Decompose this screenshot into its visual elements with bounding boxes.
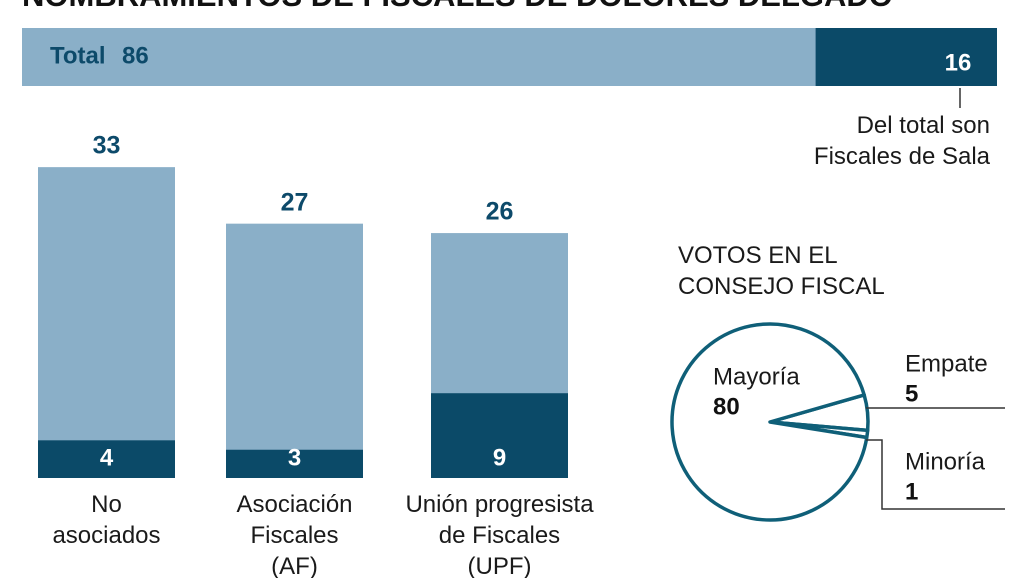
segment-bar xyxy=(38,440,175,478)
value-label: 3 xyxy=(288,444,301,471)
pie-slice xyxy=(670,322,869,522)
leader-line xyxy=(866,439,1005,510)
slice-label: Empate xyxy=(905,350,988,377)
annotation: Del total son Fiscales de Sala xyxy=(813,112,990,170)
bar xyxy=(38,167,175,478)
category-label: Unión progresista de Fiscales (UPF) xyxy=(405,491,594,578)
total-label: Total xyxy=(50,42,106,69)
slice-value: 80 xyxy=(713,393,740,420)
total-value: 86 xyxy=(122,42,149,69)
slice-label: Minoría xyxy=(905,448,986,475)
chart-title: NOMBRAMIENTOS DE FISCALES DE DOLORES DEL… xyxy=(22,0,893,13)
pie-title: VOTOS EN EL CONSEJO FISCAL xyxy=(678,242,885,300)
highlight-bar xyxy=(815,28,997,86)
segment-bar xyxy=(431,393,568,478)
value-label: 27 xyxy=(281,188,309,216)
value-label: 33 xyxy=(93,132,121,160)
slice-value: 5 xyxy=(905,380,918,407)
category-label: No asociados xyxy=(52,491,161,549)
value-label: 9 xyxy=(493,444,506,471)
slice-value: 1 xyxy=(905,478,918,505)
bar xyxy=(226,223,363,478)
value-label: 4 xyxy=(100,444,114,471)
slice-label: Mayoría xyxy=(713,363,800,390)
category-label: Asociación Fiscales (AF) xyxy=(236,491,353,578)
segment-bar xyxy=(226,449,363,478)
value-label: 26 xyxy=(486,198,514,226)
highlight-value: 16 xyxy=(945,49,972,76)
